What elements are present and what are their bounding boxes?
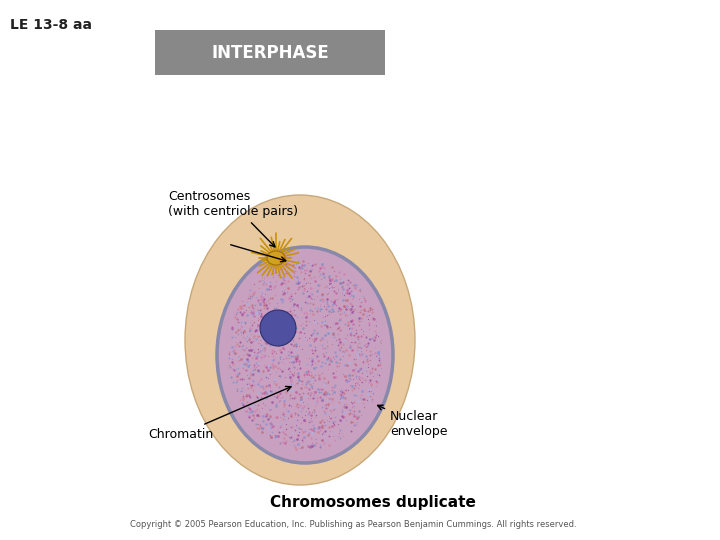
Text: Copyright © 2005 Pearson Education, Inc. Publishing as Pearson Benjamin Cummings: Copyright © 2005 Pearson Education, Inc.…: [130, 520, 577, 529]
Ellipse shape: [267, 251, 285, 265]
Text: LE 13-8 aa: LE 13-8 aa: [10, 18, 92, 32]
Text: Centrosomes
(with centriole pairs): Centrosomes (with centriole pairs): [168, 190, 298, 247]
Text: Chromatin: Chromatin: [148, 387, 291, 441]
Ellipse shape: [217, 247, 393, 463]
Bar: [155, 30, 385, 75]
Text: INTERPHASE: INTERPHASE: [211, 44, 329, 62]
Text: Nuclear
envelope: Nuclear envelope: [377, 405, 448, 438]
Ellipse shape: [185, 195, 415, 485]
Ellipse shape: [260, 310, 296, 346]
Text: Chromosomes duplicate: Chromosomes duplicate: [270, 495, 476, 510]
